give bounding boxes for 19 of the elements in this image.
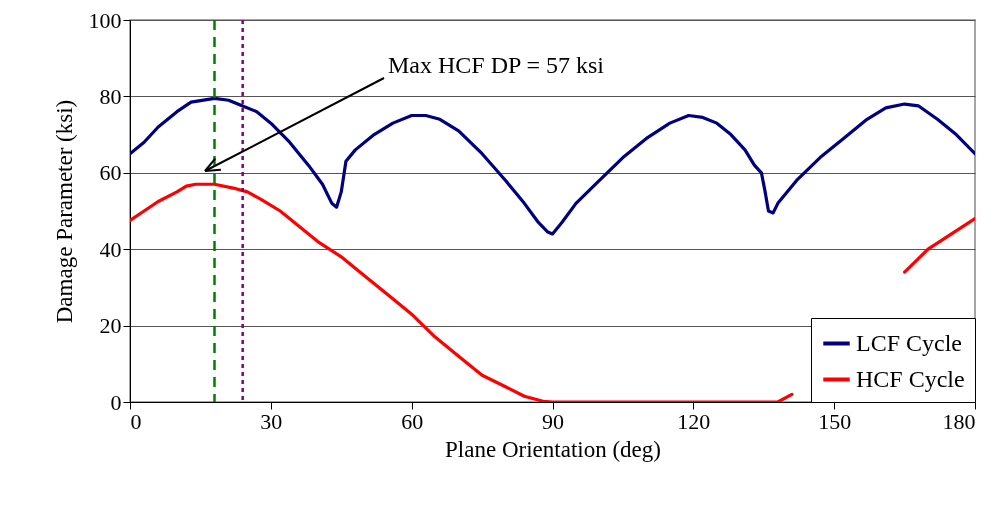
y-tick-label: 20 bbox=[99, 313, 122, 339]
legend-label: HCF Cycle bbox=[856, 365, 965, 392]
y-tick-label: 40 bbox=[99, 236, 122, 262]
y-axis-title: Damage Parameter (ksi) bbox=[51, 99, 77, 324]
y-tick-label: 100 bbox=[88, 7, 122, 33]
y-tick-label: 0 bbox=[110, 389, 122, 415]
x-tick-label: 150 bbox=[818, 408, 852, 434]
legend-label: LCF Cycle bbox=[856, 329, 962, 356]
x-tick-label: 90 bbox=[542, 408, 564, 434]
annotation: Max HCF DP = 57 ksi bbox=[388, 52, 605, 78]
y-tick-label: 60 bbox=[99, 160, 122, 186]
x-tick-label: 120 bbox=[677, 408, 711, 434]
x-tick-label: 180 bbox=[942, 408, 976, 434]
x-tick-label: 30 bbox=[260, 408, 283, 434]
y-tick-label: 80 bbox=[99, 83, 122, 109]
x-axis-title: Plane Orientation (deg) bbox=[445, 436, 661, 462]
line-series bbox=[130, 96, 975, 236]
x-tick-label: 60 bbox=[401, 408, 424, 434]
x-tick-label: 0 bbox=[130, 408, 142, 434]
